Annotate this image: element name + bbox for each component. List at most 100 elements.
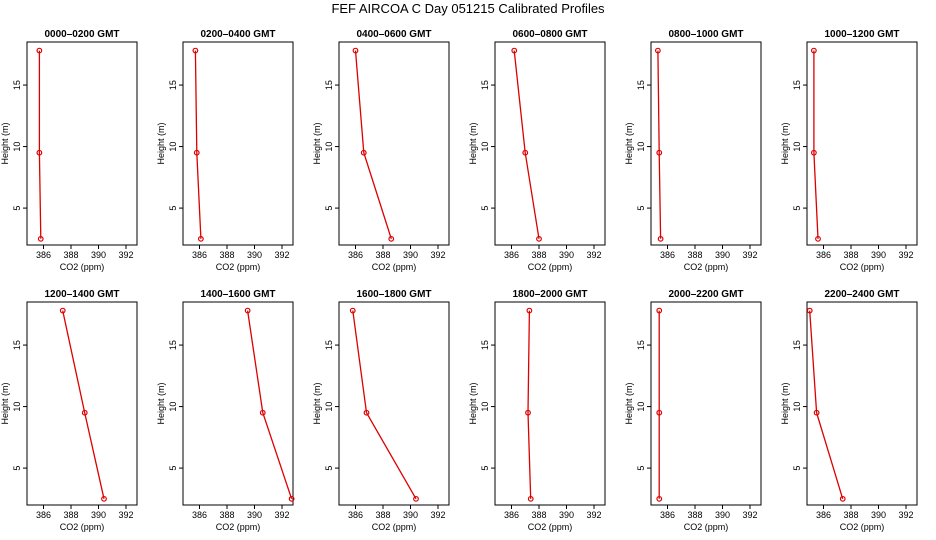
- x-axis-label: CO2 (ppm): [528, 522, 573, 532]
- x-tick-label: 390: [715, 250, 730, 260]
- y-tick-label: 10: [168, 142, 178, 152]
- x-tick-label: 390: [403, 250, 418, 260]
- y-tick-label: 5: [12, 466, 22, 471]
- y-tick-label: 15: [792, 340, 802, 350]
- y-tick-label: 15: [792, 80, 802, 90]
- y-tick-label: 5: [324, 206, 334, 211]
- data-point: [522, 149, 529, 156]
- x-tick-label: 392: [586, 510, 601, 520]
- y-axis-label: Height (m): [780, 382, 790, 424]
- x-tick-label: 386: [36, 510, 51, 520]
- x-tick-label: 386: [192, 510, 207, 520]
- y-tick-label: 10: [324, 402, 334, 412]
- y-tick-label: 10: [12, 142, 22, 152]
- data-point: [259, 409, 266, 416]
- panel-10: 1800–2000 GMT 386 388 390 392 5 10 15 CO2 (ppm) H…: [468, 289, 606, 532]
- data-point: [413, 495, 419, 502]
- data-point: [839, 495, 846, 502]
- data-point: [288, 495, 295, 502]
- panel-title: 2200–2400 GMT: [824, 289, 899, 300]
- data-point: [59, 307, 66, 314]
- panel-title: 0600–0800 GMT: [512, 29, 587, 40]
- profile-line: [527, 310, 532, 499]
- data-point: [101, 495, 107, 502]
- plot-frame: [494, 41, 606, 246]
- data-point: [656, 495, 663, 502]
- data-point: [656, 149, 663, 156]
- y-tick-label: 10: [792, 142, 802, 152]
- x-axis-label: CO2 (ppm): [840, 522, 885, 532]
- data-point: [656, 307, 663, 314]
- y-tick-label: 5: [480, 206, 490, 211]
- y-axis-label: Height (m): [468, 122, 478, 164]
- x-tick-label: 386: [660, 510, 675, 520]
- y-tick-label: 5: [792, 466, 802, 471]
- x-axis-label: CO2 (ppm): [684, 522, 729, 532]
- x-tick-label: 386: [504, 250, 519, 260]
- y-tick-label: 10: [324, 142, 334, 152]
- panel-title: 0200–0400 GMT: [200, 29, 275, 40]
- x-axis-label: CO2 (ppm): [528, 262, 573, 272]
- y-tick-label: 15: [636, 340, 646, 350]
- x-tick-label: 388: [687, 510, 702, 520]
- profile-line: [809, 310, 844, 499]
- y-axis-label: Height (m): [312, 382, 322, 424]
- panel-title: 0800–1000 GMT: [668, 29, 743, 40]
- y-tick-label: 15: [324, 340, 334, 350]
- y-tick-label: 15: [480, 80, 490, 90]
- y-tick-label: 5: [636, 206, 646, 211]
- x-tick-label: 392: [742, 510, 757, 520]
- profile-line: [813, 50, 819, 239]
- data-point: [244, 307, 251, 314]
- x-tick-label: 386: [816, 510, 831, 520]
- panel-title: 1000–1200 GMT: [824, 29, 899, 40]
- data-point: [197, 235, 204, 242]
- y-tick-label: 10: [636, 142, 646, 152]
- y-tick-label: 15: [12, 340, 22, 350]
- x-tick-label: 392: [898, 250, 913, 260]
- x-tick-label: 392: [742, 250, 757, 260]
- plot-frame: [338, 301, 450, 506]
- x-tick-label: 386: [348, 510, 363, 520]
- plot-frame: [182, 301, 294, 506]
- data-point: [527, 495, 534, 502]
- panel-title: 1200–1400 GMT: [44, 289, 119, 300]
- panel-title: 1400–1600 GMT: [200, 289, 275, 300]
- data-point: [37, 235, 44, 242]
- profile-line: [38, 50, 42, 239]
- x-tick-label: 388: [687, 250, 702, 260]
- y-axis-label: Height (m): [156, 122, 166, 164]
- x-tick-label: 390: [247, 510, 262, 520]
- x-axis-label: CO2 (ppm): [372, 522, 417, 532]
- x-tick-label: 386: [348, 250, 363, 260]
- x-axis-label: CO2 (ppm): [60, 522, 105, 532]
- plot-frame: [26, 301, 138, 506]
- x-tick-label: 386: [36, 250, 51, 260]
- x-axis-label: CO2 (ppm): [372, 262, 417, 272]
- plot-frame: [650, 41, 762, 246]
- y-axis-label: Height (m): [780, 122, 790, 164]
- x-tick-label: 392: [430, 510, 445, 520]
- x-tick-label: 390: [403, 510, 418, 520]
- profile-line: [513, 50, 540, 239]
- data-point: [654, 47, 661, 54]
- data-point: [525, 409, 531, 416]
- profile-line: [246, 310, 293, 500]
- y-tick-label: 5: [168, 206, 178, 211]
- y-tick-label: 10: [12, 402, 22, 412]
- data-point: [349, 307, 356, 314]
- x-tick-label: 386: [816, 250, 831, 260]
- panel-4: 0600–0800 GMT 386 388 390 392 5 10 15 CO2 (ppm) H…: [468, 29, 606, 272]
- panel-5: 0800–1000 GMT 386 388 390 392 5 10 15 CO2 (ppm) H…: [624, 29, 762, 272]
- plot-frame: [26, 41, 138, 246]
- data-point: [511, 47, 518, 54]
- panel-8: 1400–1600 GMT 386 388 390 392 5 10 15 CO2 (ppm) H…: [156, 289, 295, 532]
- x-tick-label: 390: [247, 250, 262, 260]
- panel-title: 0400–0600 GMT: [356, 29, 431, 40]
- plot-frame: [806, 301, 918, 506]
- y-tick-label: 5: [324, 466, 334, 471]
- data-point: [656, 409, 663, 416]
- data-point: [806, 307, 813, 314]
- plot-frame: [650, 301, 762, 506]
- x-tick-label: 388: [219, 510, 234, 520]
